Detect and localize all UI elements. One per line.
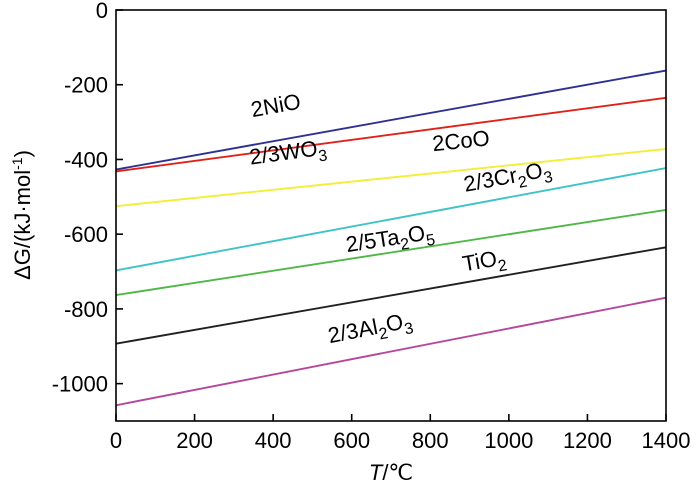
x-tick-label: 0 [110, 428, 122, 453]
y-tick-label: -1000 [52, 372, 108, 397]
series-line-1 [115, 96, 667, 173]
series-label-2: 2CoO [431, 125, 491, 156]
x-tick-label: 1400 [642, 428, 691, 453]
ticks-layer: 0 200 400 600 800 1000 1200 1400 0 -200 -400 -600 -8… [52, 0, 691, 453]
x-tick-label: 1200 [563, 428, 612, 453]
y-tick-label: -200 [64, 73, 108, 98]
series-layer [115, 69, 667, 407]
x-tick-label: 600 [333, 428, 370, 453]
series-label-1: 2/3WO3 [248, 134, 329, 174]
series-label-3: 2/3Cr2O3 [462, 156, 555, 202]
y-tick-label: 0 [96, 0, 108, 23]
x-axis-title: T/℃ [369, 460, 413, 485]
series-line-4 [115, 208, 667, 297]
x-tick-label: 1000 [484, 428, 533, 453]
series-line-2 [115, 148, 667, 208]
series-line-6 [115, 296, 667, 407]
series-label-4: 2/5Ta2O5 [344, 219, 436, 262]
x-tick-label: 800 [412, 428, 449, 453]
series-label-6: 2/3Al2O3 [326, 307, 415, 353]
y-axis-title: ΔG/(kJ·mol-1) [9, 150, 35, 280]
series-line-3 [115, 167, 667, 272]
series-line-5 [115, 246, 667, 345]
x-tick-label: 400 [255, 428, 292, 453]
y-tick-label: -400 [64, 147, 108, 172]
series-label-5: TiO2 [460, 244, 508, 281]
series-label-0: 2NiO [249, 89, 303, 122]
y-tick-label: -600 [64, 222, 108, 247]
plot-frame [115, 9, 667, 422]
y-tick-label: -800 [64, 297, 108, 322]
series-line-0 [115, 69, 667, 171]
x-tick-label: 200 [176, 428, 213, 453]
